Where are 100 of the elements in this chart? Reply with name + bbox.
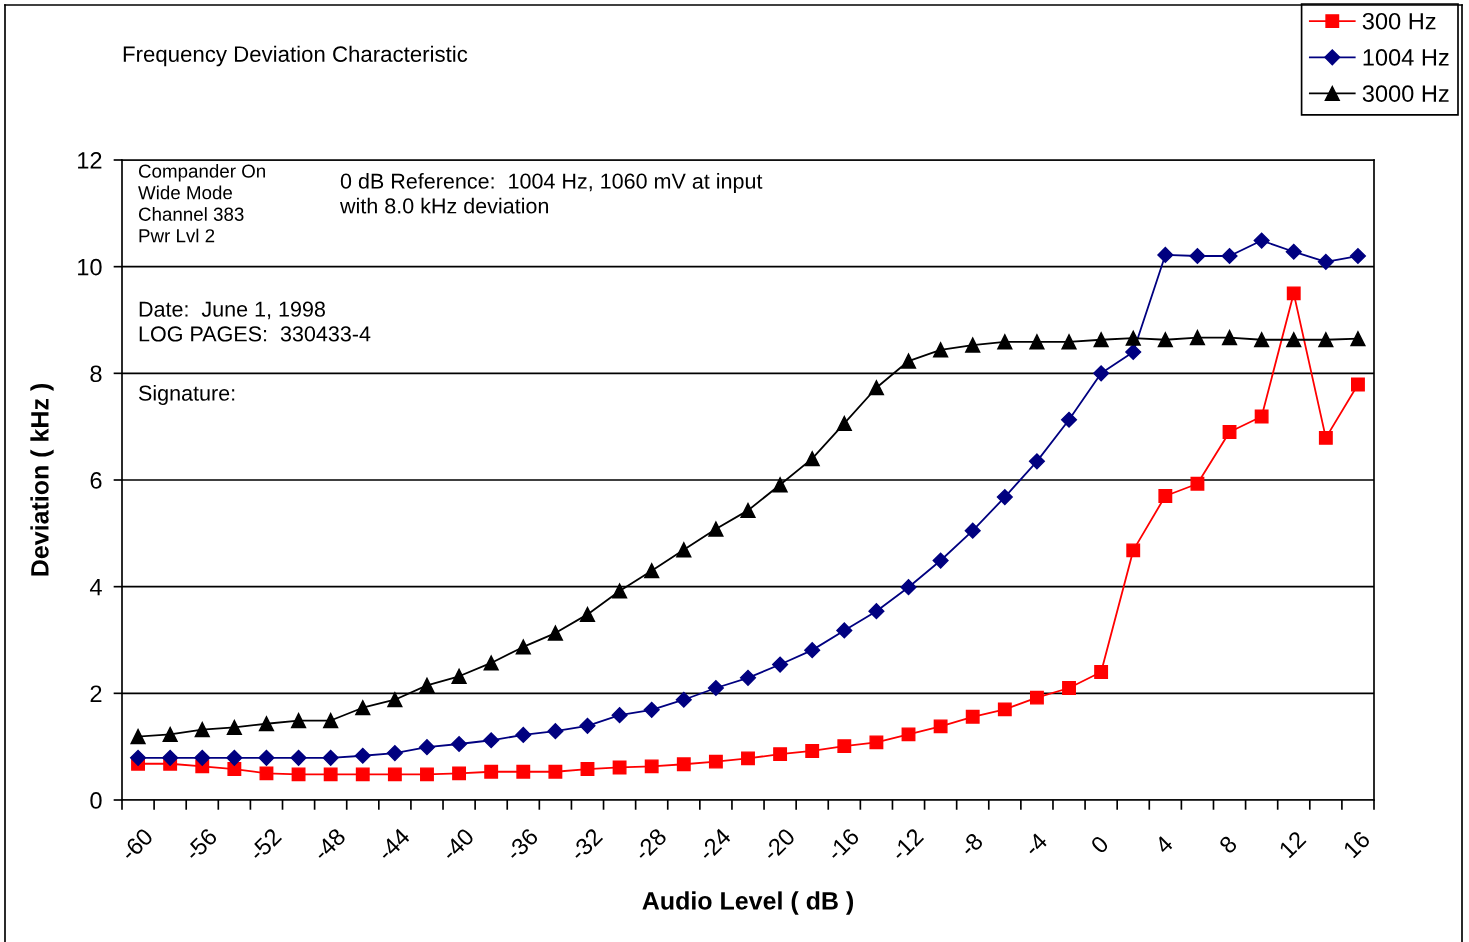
y-tick-label: 12 — [78, 152, 102, 169]
point — [258, 716, 275, 732]
point — [1126, 543, 1141, 558]
y-tick-label: 8 — [90, 365, 102, 383]
x-tick-label: -32 — [568, 827, 604, 862]
y-tick-label: 4 — [89, 578, 102, 596]
x-tick-label: 0 — [1089, 834, 1110, 855]
point — [419, 677, 435, 693]
point — [676, 757, 691, 772]
point — [420, 767, 434, 782]
y-tick-label: 0 — [90, 792, 102, 809]
point — [1351, 377, 1365, 392]
point — [322, 749, 339, 766]
point — [868, 380, 885, 396]
point — [901, 727, 916, 742]
point — [805, 743, 820, 758]
point — [1029, 334, 1045, 350]
x-tick-label: -4 — [1023, 831, 1049, 857]
point — [644, 759, 659, 774]
point — [900, 353, 917, 369]
point — [290, 749, 307, 766]
point — [1221, 329, 1238, 346]
point — [997, 334, 1013, 350]
x-tick-label: 8 — [1218, 834, 1238, 855]
point — [580, 762, 595, 777]
y-tick-label: 10 — [78, 258, 102, 276]
point — [1285, 243, 1302, 260]
point — [837, 739, 852, 754]
point — [548, 764, 563, 779]
point — [1158, 489, 1173, 503]
point — [226, 749, 243, 766]
point — [740, 502, 756, 519]
point — [1094, 665, 1109, 679]
point — [451, 735, 468, 753]
point — [1318, 430, 1333, 445]
point — [1221, 247, 1238, 265]
x-tick-label: 12 — [1278, 830, 1307, 859]
point — [547, 723, 564, 740]
x-tick-label: -48 — [312, 827, 347, 862]
point — [227, 762, 242, 777]
point — [354, 747, 371, 764]
point — [1125, 343, 1142, 361]
point — [1254, 332, 1270, 348]
point — [869, 735, 884, 750]
point — [644, 563, 660, 579]
point — [387, 767, 402, 782]
x-tick-label: 4 — [1153, 834, 1174, 855]
point — [611, 583, 628, 599]
point — [290, 712, 307, 729]
annotation: Signature: — [138, 385, 235, 406]
point — [1254, 409, 1269, 424]
point — [868, 603, 885, 620]
point — [1125, 330, 1141, 346]
point — [1286, 332, 1302, 348]
x-tick-label: -52 — [247, 827, 283, 862]
point — [836, 415, 852, 432]
point — [1222, 425, 1237, 439]
point — [483, 732, 500, 749]
point — [194, 749, 211, 766]
point — [676, 542, 692, 558]
point — [932, 552, 949, 569]
point — [1253, 232, 1270, 249]
point — [129, 749, 147, 766]
point — [1028, 453, 1045, 470]
point — [515, 726, 532, 743]
point — [1189, 329, 1206, 346]
y-tick-label: 2 — [90, 685, 102, 702]
point — [451, 668, 467, 684]
point — [1317, 253, 1334, 270]
x-tick-label: -36 — [504, 827, 540, 862]
point — [675, 691, 692, 708]
point — [1189, 247, 1206, 265]
point — [387, 692, 403, 708]
point — [355, 767, 370, 782]
point — [547, 625, 564, 641]
x-tick-label: -8 — [958, 831, 984, 858]
point — [484, 764, 499, 779]
point — [258, 749, 275, 766]
point — [708, 521, 724, 537]
point — [1350, 331, 1366, 347]
point — [1093, 332, 1109, 348]
point — [483, 655, 499, 671]
point — [739, 669, 757, 686]
x-tick-label: -60 — [119, 827, 154, 862]
point — [162, 726, 178, 743]
x-tick-label: 16 — [1342, 830, 1371, 859]
point — [516, 764, 531, 779]
point — [612, 760, 627, 775]
point — [804, 451, 820, 467]
y-axis-title: Deviation ( kHz ) — [30, 384, 54, 576]
point — [386, 745, 403, 762]
x-axis-title: Audio Level ( dB ) — [642, 891, 854, 915]
annotation: 0 dB Reference: 1004 Hz, 1060 mV at input with 8.0 kHz deviation — [339, 173, 763, 214]
point — [772, 477, 788, 493]
point — [194, 721, 210, 738]
point — [515, 639, 531, 655]
point — [1318, 332, 1334, 348]
point — [996, 489, 1013, 506]
point — [323, 712, 339, 729]
point — [1062, 681, 1076, 695]
